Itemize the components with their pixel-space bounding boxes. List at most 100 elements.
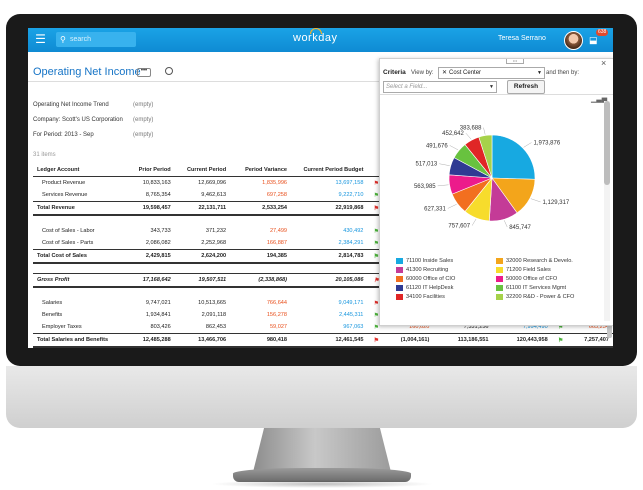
report-prompt: Operating Net Income Trend (empty) [33, 102, 153, 108]
report-prompt: For Period: 2013 - Sep (empty) [33, 132, 153, 138]
account-cell[interactable]: Cost of Sales - Parts [42, 240, 94, 246]
current-period-budget-cell: 2,445,311 [338, 312, 364, 318]
prior-period-cell: 1,934,841 [145, 312, 171, 318]
pie-data-label: 491,676 [426, 143, 448, 149]
search-icon: ⚲ [60, 35, 66, 44]
period-variance-cell: 980,418 [230, 333, 292, 348]
green-flag-icon: ⚑ [373, 228, 380, 235]
drag-handle[interactable]: ••• [506, 59, 524, 64]
legend-item[interactable]: 32000 Research & Develo. [496, 257, 573, 265]
avatar[interactable] [564, 31, 583, 50]
pie-slice[interactable] [478, 134, 493, 179]
refresh-button[interactable]: Refresh [507, 80, 545, 94]
column-header-prior-period[interactable]: Prior Period [121, 164, 175, 177]
related-actions-icon[interactable] [165, 67, 173, 75]
current-period-cell: 10,513,665 [198, 300, 227, 306]
period-variance-cell: 166,887 [266, 240, 288, 246]
panel-scrollbar[interactable] [604, 101, 610, 321]
view-by-select[interactable]: ✕ Cost Center ▼ [438, 67, 545, 79]
table-row: Services Revenue 8,765,354 9,462,613 697,25… [33, 189, 613, 202]
period-variance-cell: 766,644 [266, 300, 288, 306]
account-cell[interactable]: Total Salaries and Benefits [33, 333, 122, 348]
current-period-budget-cell: 2,814,783 [291, 249, 368, 264]
inbox-icon[interactable]: ⬓ [589, 35, 598, 45]
current-period-cell: 22,131,711 [174, 201, 231, 216]
account-cell[interactable]: Total Revenue [33, 201, 122, 216]
legend-item[interactable]: 50000 Office of CFO [496, 275, 557, 283]
green-flag-icon: ⚑ [557, 324, 564, 331]
legend-item[interactable]: 41300 Recruiting [396, 266, 448, 274]
extra-variance-cell: (1,004,161) [383, 333, 434, 348]
table-row: Total Salaries and Benefits 12,485,288 13,… [33, 333, 613, 348]
chevron-down-icon[interactable]: ▼ [537, 70, 542, 76]
account-cell[interactable]: Cost of Sales - Labor [42, 228, 95, 234]
search-input[interactable]: ⚲ search [56, 32, 136, 47]
pie-leader-line [439, 163, 450, 166]
legend-item[interactable]: 71200 Field Sales [496, 266, 551, 274]
green-flag-icon: ⚑ [373, 312, 380, 319]
legend-item[interactable]: 60000 Office of CIO [396, 275, 455, 283]
account-cell[interactable]: Gross Profit [33, 273, 122, 288]
prior-period-cell: 343,733 [150, 228, 171, 234]
legend-item[interactable]: 32200 R&D - Power & CFO [496, 293, 574, 301]
account-cell[interactable]: Benefits [42, 312, 63, 318]
extra-budget-cell: 7,257,407 [567, 333, 613, 348]
current-period-budget-cell: 967,063 [343, 324, 364, 330]
column-header-ledger-account[interactable]: Ledger Account [33, 164, 122, 177]
legend-item[interactable]: 71100 Inside Sales [396, 257, 453, 265]
prior-period-cell: 17,168,642 [121, 273, 175, 288]
table-row: Product Revenue 10,833,163 12,669,096 1,835… [33, 177, 613, 190]
legend-label: 61120 IT HelpDesk [406, 285, 454, 291]
legend-swatch [396, 266, 403, 273]
account-cell[interactable]: Services Revenue [42, 192, 88, 198]
more-actions-button[interactable]: ••• [137, 68, 151, 77]
pie-leader-line [523, 142, 532, 148]
account-cell[interactable]: Employer Taxes [42, 324, 82, 330]
prior-period-cell: 803,426 [150, 324, 171, 330]
scroll-thumb[interactable] [604, 101, 610, 185]
workday-logo[interactable]: workday [293, 28, 337, 44]
legend-item[interactable]: 34100 Facilities [396, 293, 445, 301]
current-period-budget-cell: 9,222,710 [338, 192, 364, 198]
legend-swatch [496, 275, 503, 282]
current-period-cell: 13,466,706 [174, 333, 231, 348]
account-cell[interactable]: Total Cost of Sales [33, 249, 122, 264]
hamburger-menu-icon[interactable]: ☰ [35, 32, 46, 46]
logo-arc-icon [310, 28, 322, 34]
legend-item[interactable]: 61120 IT HelpDesk [396, 284, 453, 292]
current-period-cell: 2,091,118 [201, 312, 227, 318]
chevron-down-icon[interactable]: ▼ [489, 84, 494, 90]
green-flag-icon: ⚑ [373, 324, 380, 331]
pie-slice[interactable] [491, 134, 536, 180]
pie-leader-line [483, 127, 486, 135]
green-flag-icon: ⚑ [373, 192, 380, 199]
title-divider [28, 81, 613, 82]
field-placeholder: Select a Field... [386, 84, 428, 90]
pie-data-label: 563,985 [414, 184, 436, 190]
table-row: Cost of Sales - Parts 2,086,082 2,252,968 1… [33, 237, 613, 250]
column-header-period-variance[interactable]: Period Variance [230, 164, 292, 177]
prior-period-cell: 10,833,163 [142, 180, 171, 186]
current-period-budget-cell: 2,384,291 [338, 240, 364, 246]
panel-divider [380, 94, 613, 95]
green-flag-icon: ⚑ [551, 333, 568, 348]
account-cell[interactable]: Product Revenue [42, 180, 86, 186]
search-placeholder: search [70, 36, 92, 43]
period-variance-cell: 194,385 [230, 249, 292, 264]
current-period-cell: 371,232 [205, 228, 227, 234]
close-icon[interactable]: × [601, 58, 607, 68]
user-name[interactable]: Teresa Serrano [498, 35, 546, 42]
current-period-budget-cell: 430,492 [343, 228, 364, 234]
chart-type-icon[interactable]: ▁▃▅ [591, 96, 608, 103]
remove-icon[interactable]: ✕ [442, 70, 448, 76]
column-header-current-period-budget[interactable]: Current Period Budget [291, 164, 368, 177]
legend-swatch [496, 266, 503, 273]
prompt-label: For Period: 2013 - Sep [33, 132, 94, 138]
pie-leader-line [465, 132, 472, 140]
account-cell[interactable]: Salaries [42, 300, 63, 306]
column-header-current-period[interactable]: Current Period [174, 164, 231, 177]
table-row: Employer Taxes 803,426 862,453 59,027 967,06… [33, 321, 613, 334]
page-title: Operating Net Income [33, 66, 141, 78]
legend-item[interactable]: 61100 IT Services Mgmt [496, 284, 566, 292]
field-select[interactable]: Select a Field... ▼ [383, 81, 497, 93]
